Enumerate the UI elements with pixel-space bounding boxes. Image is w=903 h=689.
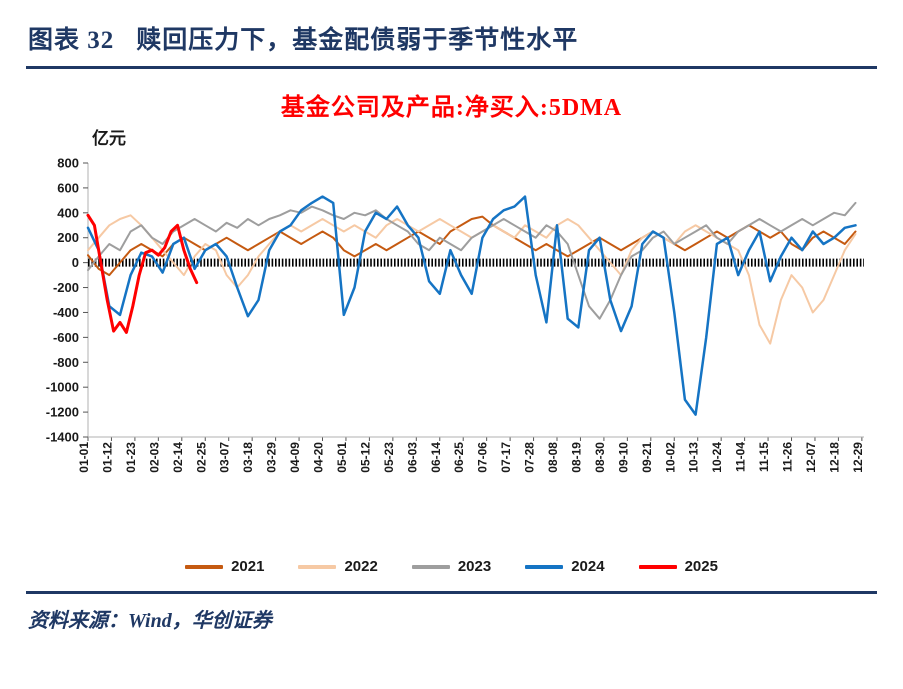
legend-swatch-2022	[298, 564, 337, 569]
x-axis-label: 03-18	[241, 442, 255, 473]
x-axis-label: 08-08	[546, 442, 560, 473]
y-axis-label: -1400	[46, 430, 79, 445]
legend-swatch-2021	[185, 564, 224, 569]
legend-swatch-2023	[411, 564, 450, 569]
x-axis-label: 06-14	[429, 442, 443, 473]
x-axis-label: 12-29	[851, 442, 865, 473]
y-axis-label: 400	[57, 205, 79, 220]
legend-label: 2021	[231, 558, 265, 575]
legend-item-2025: 2025	[638, 558, 718, 575]
legend-swatch-2024	[525, 564, 564, 569]
x-axis-label: 03-29	[265, 442, 279, 473]
x-axis-label: 10-13	[687, 442, 701, 473]
x-axis-label: 09-21	[640, 442, 654, 473]
x-axis-label: 02-25	[194, 442, 208, 473]
legend-swatch-2025	[638, 564, 677, 569]
y-axis-label: 200	[57, 230, 79, 245]
y-axis-label: -1200	[46, 405, 79, 420]
y-axis-label: 800	[57, 156, 79, 171]
x-axis-label: 02-14	[171, 442, 185, 473]
legend-label: 2022	[344, 558, 378, 575]
x-axis-label: 06-03	[405, 442, 419, 473]
series-line-2023	[87, 201, 857, 320]
figure-title: 赎回压力下，基金配债弱于季节性水平	[136, 27, 579, 54]
x-axis-label: 04-20	[312, 442, 326, 473]
x-axis-label: 08-30	[593, 442, 607, 473]
figure-label: 图表 32	[28, 27, 115, 54]
series-line-2025	[86, 213, 199, 334]
x-axis-label: 10-24	[710, 442, 724, 473]
x-axis-label: 11-15	[757, 442, 771, 472]
chart-canvas: 800 600 400 200 0 -200 -400 -600 -800 -1000 -1200 -…	[46, 156, 865, 473]
x-axis-label: 10-02	[663, 442, 677, 473]
footer-divider	[26, 591, 877, 594]
legend-item-2024: 2024	[525, 558, 605, 575]
y-axis-label: -400	[53, 305, 79, 320]
y-axis-unit-label: 亿元	[92, 129, 126, 148]
x-axis-label: 05-23	[382, 442, 396, 473]
x-axis-label: 02-03	[147, 442, 161, 473]
figure-header: 图表 32 赎回压力下，基金配债弱于季节性水平	[26, 14, 877, 66]
legend-label: 2023	[457, 558, 492, 575]
header-divider	[26, 66, 877, 69]
x-axis-label: 07-06	[476, 442, 490, 473]
y-axis-label: -800	[53, 355, 79, 370]
y-axis-label: 600	[57, 180, 79, 195]
legend-item-2023: 2023	[411, 558, 492, 575]
chart-title: 基金公司及产品:净买入:5DMA	[280, 95, 623, 121]
x-axis-label: 05-12	[358, 442, 372, 473]
x-axis-label: 11-04	[734, 442, 748, 472]
x-axis-label: 08-19	[569, 442, 583, 473]
x-axis-label: 04-09	[288, 442, 302, 473]
series-line-2022	[87, 214, 857, 345]
x-axis-label: 01-23	[124, 442, 138, 473]
y-axis-label: -200	[53, 280, 79, 295]
y-axis-label: 0	[72, 255, 79, 270]
chart-area: 基金公司及产品:净买入:5DMA 亿元 800 600 400 200 0 -200 -40…	[26, 87, 877, 575]
y-axis-label: -1000	[46, 380, 79, 395]
legend-label: 2024	[571, 558, 605, 575]
x-axis-label: 01-12	[100, 442, 114, 473]
x-axis-label: 07-28	[523, 442, 537, 473]
x-axis-label: 06-25	[452, 442, 466, 473]
x-axis-label: 12-07	[804, 442, 818, 473]
legend-label: 2025	[684, 558, 718, 575]
x-axis-label: 03-07	[218, 442, 232, 473]
series-line-2024	[86, 195, 857, 416]
x-axis-label: 09-10	[616, 442, 630, 473]
legend-item-2022: 2022	[298, 558, 378, 575]
legend-item-2021: 2021	[185, 558, 264, 575]
x-axis-label: 12-18	[827, 442, 841, 473]
x-axis-label: 07-17	[499, 442, 513, 473]
chart-legend: 2021 2022 2023 2024 2025	[26, 558, 877, 575]
source-note: 资料来源：Wind，华创证券	[28, 610, 272, 632]
x-axis-label: 05-01	[335, 442, 349, 473]
x-axis-label: 01-01	[77, 442, 91, 473]
y-axis-label: -600	[53, 330, 79, 345]
x-axis-label: 11-26	[781, 442, 795, 472]
